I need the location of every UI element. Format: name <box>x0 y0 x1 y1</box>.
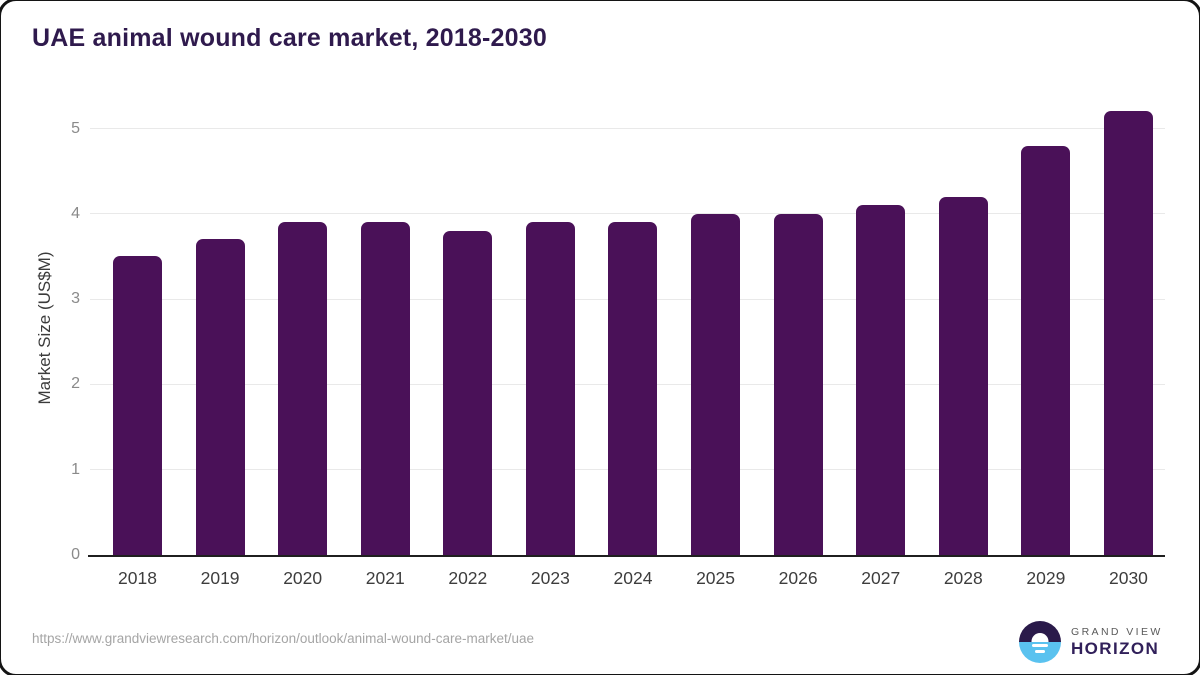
plot-area: Market Size (US$M) 0 1 2 3 4 5 2018 2019 2020 202… <box>35 100 1165 588</box>
logo-product-text: HORIZON <box>1071 638 1160 658</box>
x-tick-label: 2027 <box>861 568 901 588</box>
y-tick-label: 3 <box>71 290 80 308</box>
x-tick-label: 2024 <box>613 568 653 588</box>
bar-2022 <box>443 230 493 555</box>
x-tick-label: 2025 <box>696 568 736 588</box>
y-tick-label: 4 <box>71 204 80 222</box>
x-tick-label: 2022 <box>448 568 488 588</box>
horizon-line-2 <box>1035 650 1045 653</box>
y-tick-label: 2 <box>71 375 80 393</box>
x-tick-label: 2018 <box>118 568 157 588</box>
grandview-horizon-logo: GRAND VIEW HORIZON <box>1019 621 1163 663</box>
bar-2030 <box>1103 111 1153 555</box>
bar-2021 <box>360 222 410 555</box>
x-tick-label: 2021 <box>365 568 405 588</box>
x-tick-label: 2023 <box>530 568 570 588</box>
gridline-y4 <box>90 213 1165 215</box>
x-tick-label: 2028 <box>943 568 983 588</box>
bar-2028 <box>938 196 988 555</box>
y-tick-label: 1 <box>71 460 80 478</box>
bar-2018 <box>113 256 162 555</box>
sun-dome-shape <box>1031 633 1049 642</box>
x-axis-line <box>88 555 1165 557</box>
source-url: https://www.grandviewresearch.com/horizo… <box>32 631 534 646</box>
y-tick-label: 5 <box>71 119 80 137</box>
bar-2027 <box>856 205 906 555</box>
x-tick-label: 2030 <box>1108 568 1148 588</box>
bar-2023 <box>525 222 575 555</box>
y-tick-label: 0 <box>71 546 80 563</box>
gridline-y5 <box>90 128 1165 129</box>
bar-2026 <box>773 213 823 555</box>
chart-title: UAE animal wound care market, 2018-2030 <box>32 24 547 52</box>
x-tick-label: 2026 <box>778 568 818 588</box>
x-tick-label: 2019 <box>200 568 240 588</box>
x-tick-label: 2020 <box>283 568 323 588</box>
bar-2020 <box>278 222 328 555</box>
logo-brand-text: GRAND VIEW <box>1071 625 1163 638</box>
bar-2029 <box>1021 145 1071 555</box>
bar-2025 <box>691 213 741 555</box>
y-axis-title: Market Size (US$M) <box>35 250 54 405</box>
horizon-sun-icon <box>1019 621 1061 663</box>
x-tick-label: 2029 <box>1026 568 1066 588</box>
bar-2024 <box>608 222 658 555</box>
horizon-line-1 <box>1032 644 1048 647</box>
bar-2019 <box>195 239 245 555</box>
